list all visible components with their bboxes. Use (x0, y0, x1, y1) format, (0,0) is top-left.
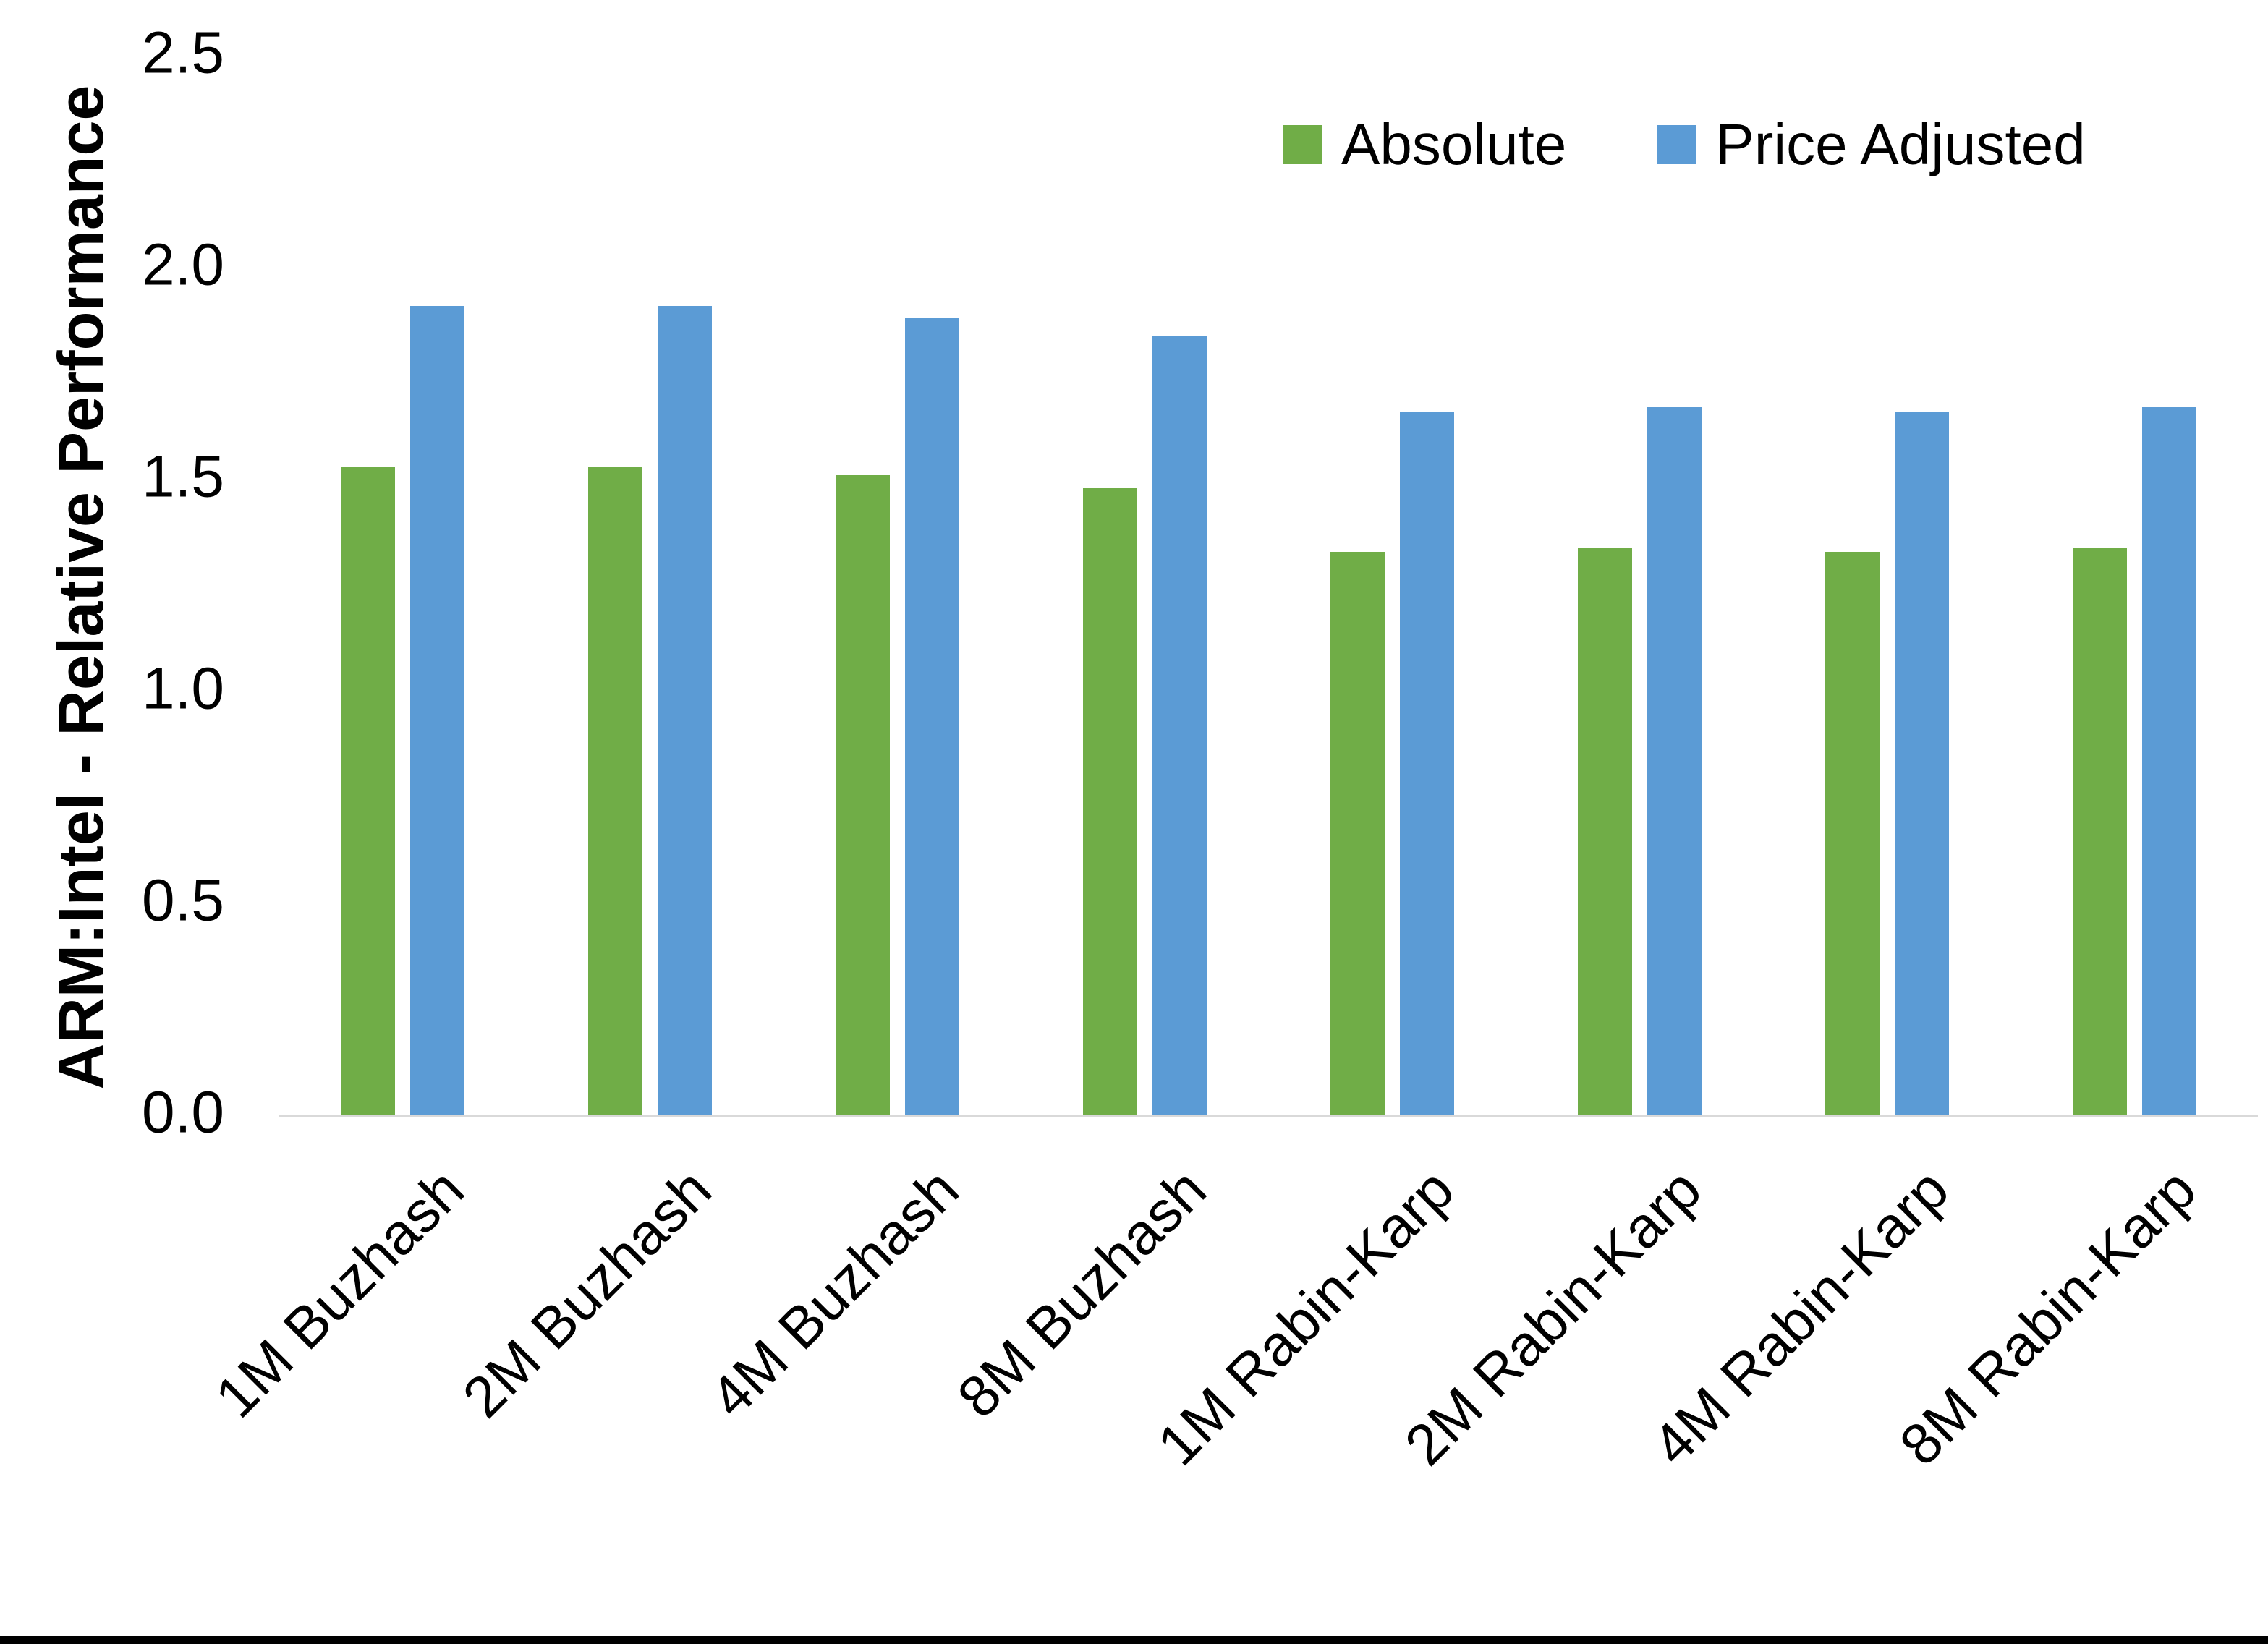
bar-absolute-1m-rabin-karp (1330, 551, 1385, 1115)
bar-price-adjusted-8m-rabin-karp (2141, 407, 2196, 1115)
legend-item-absolute: Absolute (1283, 107, 1566, 182)
bar-price-adjusted-8m-buzhash (1152, 335, 1207, 1115)
bar-absolute-1m-buzhash (340, 467, 395, 1115)
y-axis-tick-label: 2.5 (142, 20, 224, 86)
chart-legend: Absolute Price Adjusted (1283, 107, 2086, 182)
bottom-border (0, 1636, 2268, 1644)
bar-price-adjusted-2m-buzhash (657, 305, 712, 1115)
x-axis-category-label: 2M Buzhash (450, 1157, 724, 1430)
x-axis-category-label: 4M Buzhash (697, 1157, 972, 1430)
legend-swatch-absolute-icon (1283, 125, 1322, 164)
bar-price-adjusted-4m-rabin-karp (1894, 412, 1949, 1115)
legend-item-price-adjusted: Price Adjusted (1657, 107, 2086, 182)
y-axis-tick-label: 0.0 (142, 1079, 224, 1146)
bar-absolute-8m-buzhash (1082, 487, 1137, 1115)
bar-absolute-2m-rabin-karp (1577, 547, 1632, 1115)
y-axis-title: ARM:Intel - Relative Performance (45, 85, 116, 1090)
x-axis-category-label: 8M Buzhash (945, 1157, 1219, 1430)
bar-price-adjusted-4m-buzhash (904, 318, 959, 1115)
bar-absolute-4m-buzhash (835, 475, 890, 1115)
x-axis-line (279, 1115, 2258, 1117)
x-axis-category-label: 1M Buzhash (203, 1157, 477, 1430)
bar-absolute-8m-rabin-karp (2072, 547, 2127, 1115)
y-axis-tick-label: 0.5 (142, 867, 224, 934)
y-axis-tick-label: 1.5 (142, 443, 224, 510)
bar-price-adjusted-2m-rabin-karp (1647, 407, 1702, 1115)
bar-price-adjusted-1m-rabin-karp (1399, 412, 1454, 1115)
legend-label-price-adjusted: Price Adjusted (1715, 112, 2086, 176)
legend-label-absolute: Absolute (1341, 112, 1567, 176)
legend-swatch-price-adjusted-icon (1657, 125, 1697, 164)
bar-price-adjusted-1m-buzhash (409, 305, 464, 1115)
y-axis-tick-label: 1.0 (142, 655, 224, 722)
bar-absolute-4m-rabin-karp (1825, 551, 1880, 1115)
y-axis-tick-label: 2.0 (142, 231, 224, 298)
bar-absolute-2m-buzhash (587, 467, 642, 1115)
